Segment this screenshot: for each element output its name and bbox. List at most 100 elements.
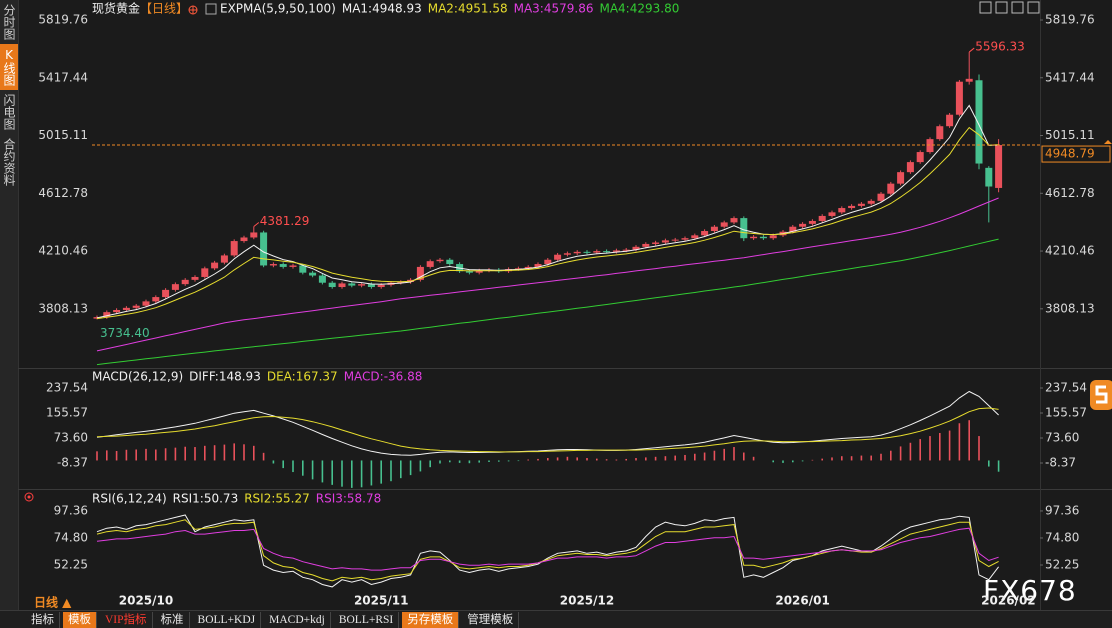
- candle-body: [250, 232, 258, 238]
- candle-body: [162, 289, 170, 298]
- sidebar-tab[interactable]: 合约资料: [2, 138, 16, 186]
- period-label: 【日线】: [140, 2, 188, 16]
- y-tick-label: 155.57: [46, 406, 88, 420]
- candle-body: [769, 235, 777, 239]
- y-tick-label: 4612.78: [38, 186, 88, 200]
- series-line: [96, 126, 999, 320]
- candle-body: [867, 200, 875, 204]
- toolbar-item[interactable]: VIP指标: [100, 611, 153, 628]
- candle-body: [544, 259, 552, 265]
- candle-body: [269, 264, 277, 266]
- period-selector: 日线 ▲: [34, 595, 72, 610]
- legend-entry: DIFF:148.93: [189, 370, 261, 384]
- y-tick-label: -8.37: [1045, 456, 1076, 470]
- label-leader: [253, 222, 260, 227]
- toolbar-item[interactable]: MACD+kdj: [264, 611, 331, 628]
- candle-body: [593, 251, 601, 253]
- y-tick-label: 237.54: [46, 381, 88, 395]
- candle-body: [691, 235, 699, 239]
- candle-body: [348, 283, 356, 286]
- series-line: [96, 527, 999, 571]
- legend-entry: RSI1:50.73: [173, 492, 239, 506]
- y-tick-label: 3808.13: [38, 301, 88, 315]
- candle-body: [230, 241, 238, 256]
- candle-body: [534, 264, 542, 267]
- candle-body: [681, 238, 689, 240]
- toolbar-item[interactable]: BOLL+KDJ: [193, 611, 262, 628]
- legend-entry: MACD:-36.88: [344, 370, 423, 384]
- candle-body: [318, 275, 326, 283]
- candle-body: [975, 80, 983, 164]
- candle-body: [279, 264, 287, 267]
- y-tick-label: 5015.11: [1045, 128, 1095, 142]
- logo: [1090, 380, 1112, 410]
- toolbar-item[interactable]: BOLL+RSI: [334, 611, 400, 628]
- candle-body: [260, 232, 268, 266]
- candle-body: [848, 205, 856, 209]
- candle-body: [514, 268, 522, 270]
- y-tick-label: 4210.46: [38, 244, 88, 258]
- sidebar-tab[interactable]: 分时图: [2, 4, 16, 40]
- candle-body: [289, 265, 297, 267]
- candle-body: [916, 152, 924, 163]
- low-label: 3734.40: [100, 326, 150, 340]
- candle-body: [946, 114, 954, 127]
- y-tick-label: 4210.46: [1045, 244, 1095, 258]
- series-line: [96, 514, 999, 588]
- series-line: [96, 104, 999, 319]
- candle-body: [338, 283, 346, 288]
- last-price-marker: [1104, 140, 1112, 145]
- sidebar-tab[interactable]: K线图: [0, 44, 18, 90]
- y-tick-label: 97.36: [54, 503, 88, 517]
- candle-body: [446, 259, 454, 265]
- sidebar-tab[interactable]: 闪电图: [2, 94, 16, 130]
- legend-entry: MA2:4951.58: [428, 2, 508, 16]
- y-tick-label: 237.54: [1045, 381, 1087, 395]
- candle-body: [857, 203, 865, 206]
- candle-body: [642, 243, 650, 247]
- candle-body: [416, 266, 424, 280]
- label-leader: [968, 47, 975, 53]
- series-line: [96, 197, 999, 352]
- last-price-box: [1041, 145, 1111, 163]
- candle-body: [897, 172, 905, 184]
- candle-body: [554, 254, 562, 260]
- candle-body: [211, 262, 219, 269]
- high-label: 5596.33: [975, 40, 1025, 54]
- series-line: [96, 390, 999, 456]
- candle-body: [750, 236, 758, 239]
- toolbar-item[interactable]: 标准: [156, 611, 190, 628]
- candle-body: [818, 215, 826, 221]
- chart-title: MACD(26,12,9): [92, 370, 183, 384]
- toolbar-item[interactable]: 模板: [63, 611, 97, 628]
- candle-body: [671, 239, 679, 241]
- candle-body: [132, 305, 140, 308]
- candle-body: [632, 246, 640, 250]
- y-tick-label: 155.57: [1045, 406, 1087, 420]
- x-tick-label: 2026/01: [775, 594, 829, 608]
- y-tick-label: 74.80: [54, 530, 88, 544]
- high-label: 4381.29: [260, 214, 310, 228]
- toolbar-item[interactable]: 另存模板: [402, 611, 460, 628]
- toolbar-item[interactable]: 指标: [26, 611, 60, 628]
- legend-entry: RSI2:55.27: [244, 492, 310, 506]
- toolbar: 指标 模板 VIP指标 标准 BOLL+KDJ MACD+kdj BOLL+RSI 另存模板管…: [0, 610, 1112, 628]
- candle-body: [436, 259, 444, 262]
- y-tick-label: 73.60: [54, 431, 88, 445]
- add-icon[interactable]: [188, 5, 198, 15]
- candle-body: [367, 284, 375, 288]
- candle-body: [113, 309, 121, 313]
- chart-title: 现货黄金: [92, 1, 140, 16]
- candle-body: [995, 145, 1003, 188]
- x-tick-label: 2025/12: [560, 594, 614, 608]
- candle-body: [710, 226, 718, 232]
- toolbar-item[interactable]: 管理模板: [462, 611, 520, 628]
- candle-body: [652, 242, 660, 244]
- candle-body: [759, 236, 767, 239]
- candle-body: [377, 284, 385, 288]
- candle-body: [799, 223, 807, 227]
- candle-body: [103, 312, 111, 318]
- candle-body: [220, 255, 228, 263]
- legend-entry: MA1:4948.93: [342, 2, 422, 16]
